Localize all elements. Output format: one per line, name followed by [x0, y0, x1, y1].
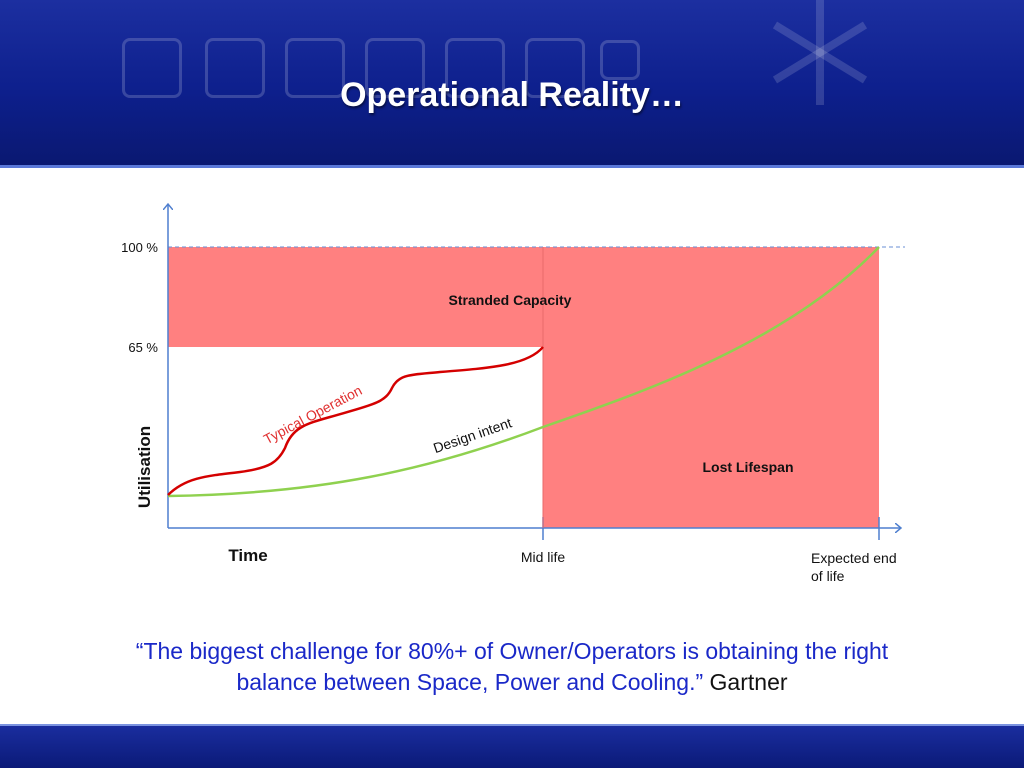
stranded-capacity-label: Stranded Capacity [449, 292, 572, 308]
end-of-life-label-line1: Expected end [811, 550, 897, 566]
footer-divider [0, 724, 1024, 726]
quote-text: “The biggest challenge for 80%+ of Owner… [135, 638, 889, 695]
slide-title: Operational Reality… [340, 76, 684, 114]
end-of-life-label-line2: of life [811, 568, 845, 584]
slide-header: Operational Reality… [0, 0, 1024, 168]
design-intent-curve [167, 246, 880, 498]
utilisation-diagram: 100 % 65 % Utilisation Time Mid life Exp… [121, 168, 905, 584]
compress-icon [205, 38, 265, 98]
design-intent-label: Design intent [431, 414, 514, 456]
y-tick-100: 100 % [121, 240, 158, 255]
expand-icon [285, 38, 345, 98]
lost-lifespan-label: Lost Lifespan [702, 459, 793, 475]
quote-block: “The biggest challenge for 80%+ of Owner… [112, 636, 912, 698]
snowflake-watermark-icon [772, 0, 868, 105]
quote-source: Gartner [709, 669, 788, 695]
y-axis-label: Utilisation [135, 426, 154, 508]
header-divider [0, 165, 1024, 168]
slide-footer [0, 726, 1024, 768]
y-tick-65: 65 % [128, 340, 158, 355]
x-axis-label: Time [228, 546, 267, 565]
stranded-capacity-region [168, 247, 543, 347]
lost-lifespan-region [543, 247, 879, 528]
mid-life-label: Mid life [521, 549, 566, 565]
typical-operation-label: Typical Operation [261, 382, 365, 447]
snowflake-icon [445, 38, 505, 98]
eye-icon [365, 38, 425, 98]
typical-operation-curve [167, 346, 544, 496]
refresh-icon [122, 38, 182, 98]
fan-icon [600, 40, 640, 80]
pulse-icon [525, 38, 585, 98]
